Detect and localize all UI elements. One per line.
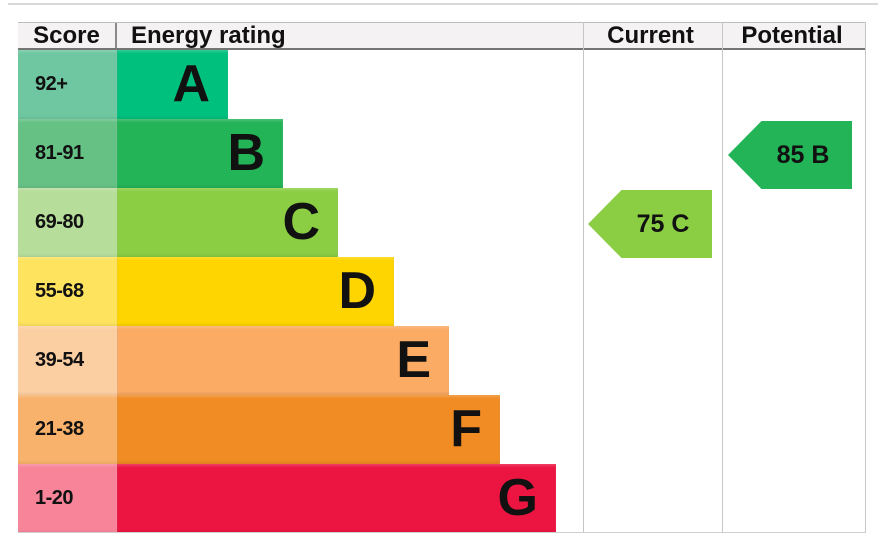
rating-bar: G [117, 464, 556, 533]
potential-rating-label: 85 B [776, 140, 830, 169]
current-rating-label: 75 C [636, 209, 690, 238]
header-score: Score [18, 22, 117, 49]
current-column-left-border [583, 22, 584, 533]
score-range: 81-91 [18, 119, 117, 188]
image-top-border [8, 3, 878, 5]
score-range: 21-38 [18, 395, 117, 464]
rating-letter: C [282, 193, 320, 251]
rating-row: 1-20 G [18, 464, 601, 533]
rating-bar: B [117, 119, 283, 188]
score-range: 69-80 [18, 188, 117, 257]
rating-letter: E [396, 331, 431, 389]
score-range: 55-68 [18, 257, 117, 326]
rating-bar: F [117, 395, 500, 464]
table-bottom-border [18, 532, 866, 533]
rating-bar: D [117, 257, 394, 326]
rating-row: 55-68 D [18, 257, 601, 326]
score-range: 92+ [18, 50, 117, 119]
rating-row: 69-80 C [18, 188, 601, 257]
table-header: Score Energy rating Current Potential [18, 22, 866, 50]
rating-row: 39-54 E [18, 326, 601, 395]
current-rating-arrow: 75 C [588, 190, 712, 258]
rating-letter: A [172, 55, 210, 113]
rating-letter: F [450, 400, 482, 458]
score-range: 1-20 [18, 464, 117, 533]
header-current: Current [607, 21, 694, 49]
header-energy-rating: Energy rating [131, 21, 286, 49]
rating-bar: E [117, 326, 449, 395]
potential-column-left-border [722, 22, 723, 533]
rating-row: 81-91 B [18, 119, 601, 188]
epc-table: Score Energy rating Current Potential 92… [18, 22, 866, 533]
table-right-border [865, 22, 866, 533]
rating-letter: B [227, 124, 265, 182]
rating-row: 21-38 F [18, 395, 601, 464]
score-range: 39-54 [18, 326, 117, 395]
rating-rows: 92+ A 81-91 B 69-80 C 55-68 D 39-54 E 21… [18, 50, 601, 533]
header-potential: Potential [741, 21, 843, 49]
rating-bar: C [117, 188, 338, 257]
potential-rating-arrow: 85 B [728, 121, 852, 189]
rating-letter: G [497, 469, 538, 527]
rating-letter: D [338, 262, 376, 320]
rating-row: 92+ A [18, 50, 601, 119]
rating-bar: A [117, 50, 228, 119]
